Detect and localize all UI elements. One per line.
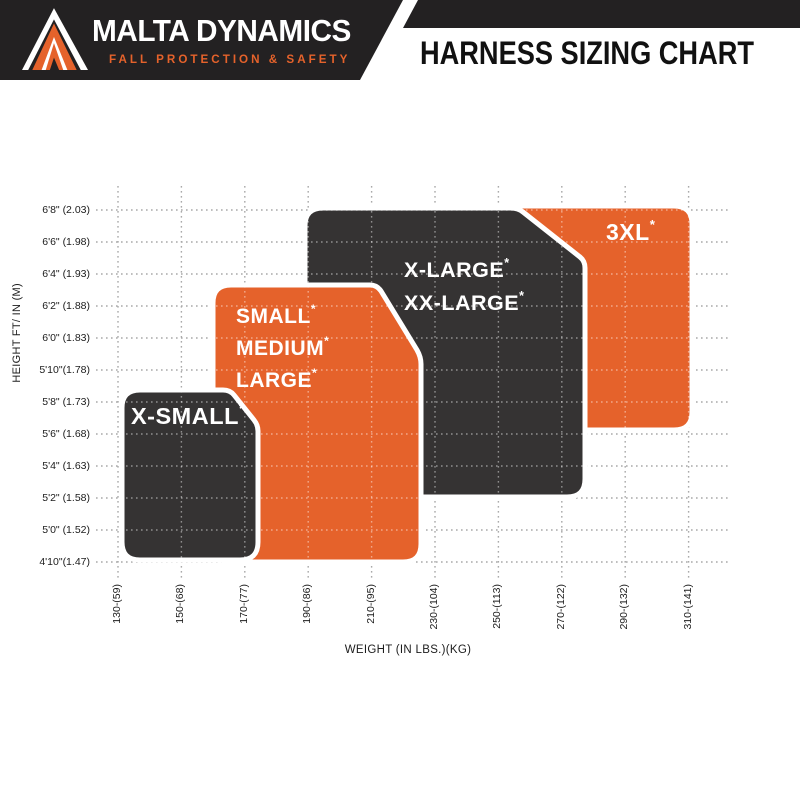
- x-tick-label: 270-(122): [554, 584, 567, 630]
- asterisk: *: [238, 401, 245, 417]
- asterisk: *: [324, 334, 330, 349]
- y-tick-label: 5'2" (1.58): [42, 492, 90, 504]
- region-xsmall: [119, 387, 261, 563]
- x-tick-label: 310-(141): [681, 584, 694, 630]
- asterisk: *: [310, 302, 317, 317]
- y-tick-label: 6'0" (1.83): [42, 332, 90, 344]
- x-tick-label: 250-(113): [491, 584, 504, 629]
- asterisk: *: [519, 289, 525, 304]
- region-label-small-medium-large: SMALL* MEDIUM* LARGE*: [236, 298, 329, 394]
- y-tick-label: 5'0" (1.52): [42, 524, 90, 536]
- asterisk: *: [649, 217, 656, 233]
- y-tick-label: 5'10"(1.78): [39, 364, 90, 376]
- x-tick-label: 130-(59): [111, 584, 123, 624]
- label-line: MEDIUM*: [236, 334, 330, 360]
- asterisk: *: [504, 256, 510, 271]
- region-label-xsmall: X-SMALL*: [131, 401, 245, 429]
- label-line: X-LARGE*: [404, 256, 510, 283]
- asterisk: *: [312, 366, 318, 381]
- label-line: SMALL*: [236, 302, 317, 328]
- x-tick-label: 290-(132): [618, 584, 631, 630]
- mountain-logo-icon: [22, 8, 88, 70]
- brand-banner: MALTA DYNAMICS FALL PROTECTION & SAFETY: [0, 0, 403, 80]
- y-tick-label: 5'8" (1.73): [42, 396, 90, 408]
- y-tick-label: 5'4" (1.63): [42, 460, 90, 472]
- region-label-3xl: 3XL*: [606, 217, 656, 245]
- x-tick-label: 170-(77): [237, 584, 250, 624]
- x-axis-title: WEIGHT (IN LBS.)(KG): [344, 644, 472, 656]
- top-black-bar: [403, 0, 800, 28]
- y-axis-title: HEIGHT FT/ IN (M): [11, 283, 23, 383]
- label-line: XX-LARGE*: [404, 289, 525, 316]
- label-line: LARGE*: [236, 366, 318, 392]
- y-tick-label: 6'8" (2.03): [42, 204, 90, 216]
- region-label-xlarge-xxlarge: X-LARGE* XX-LARGE*: [404, 251, 524, 317]
- x-tick-label: 230-(104): [428, 584, 440, 630]
- page-title: HARNESS SIZING CHART: [420, 35, 754, 71]
- y-tick-label: 6'6" (1.98): [42, 236, 90, 248]
- brand-tagline: FALL PROTECTION & SAFETY: [109, 52, 351, 66]
- region-small-medium-large: [210, 282, 424, 565]
- y-tick-label: 6'4" (1.93): [42, 268, 90, 280]
- brand-name: MALTA DYNAMICS: [92, 13, 351, 48]
- x-tick-label: 150-(68): [174, 584, 187, 624]
- y-tick-label: 6'2" (1.88): [42, 300, 90, 312]
- y-tick-label: 5'6" (1.68): [42, 428, 90, 440]
- x-tick-label: 210-(95): [364, 584, 377, 624]
- y-tick-label: 4'10"(1.47): [39, 556, 90, 568]
- x-tick-label: 190-(86): [301, 584, 314, 624]
